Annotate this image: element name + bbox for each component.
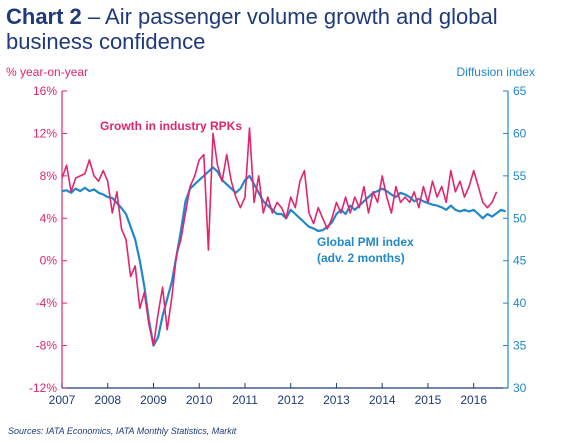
chart-number: Chart 2 xyxy=(6,4,82,29)
rpk-series xyxy=(61,127,498,347)
pmi-line xyxy=(61,166,507,347)
axes: -12% -8% -4% 0% 4% 8% 12% 16% 30 35 40 45 50 55 60 65 20… xyxy=(6,65,535,407)
x-tick-label: 2012 xyxy=(277,393,304,407)
right-tick-label: 30 xyxy=(513,381,527,395)
x-tick-label: 2014 xyxy=(369,393,396,407)
right-tick-label: 60 xyxy=(513,126,527,140)
pmi-series-label: Global PMI index (adv. 2 months) xyxy=(317,235,414,265)
left-axis-title: % year-on-year xyxy=(6,65,88,79)
x-tick-label: 2011 xyxy=(232,393,258,407)
left-tick-label: -4% xyxy=(36,296,58,310)
x-tick-label: 2010 xyxy=(186,393,213,407)
x-tick-label: 2015 xyxy=(415,393,442,407)
source-note: Sources: IATA Economics, IATA Monthly St… xyxy=(8,426,237,436)
rpk-series-label: Growth in industry RPKs xyxy=(100,119,242,133)
right-tick-label: 40 xyxy=(513,296,527,310)
right-tick-label: 55 xyxy=(513,169,527,183)
labels: Growth in industry RPKs Global PMI index (… xyxy=(100,119,414,265)
right-tick-label: 65 xyxy=(513,84,527,98)
rpk-line xyxy=(61,127,498,347)
left-tick-label: 4% xyxy=(40,211,58,225)
pmi-series-label-line: (adv. 2 months) xyxy=(317,251,405,265)
left-tick-label: -8% xyxy=(36,339,58,353)
x-tick-label: 2013 xyxy=(323,393,350,407)
right-tick-label: 45 xyxy=(513,254,527,268)
right-axis-title: Diffusion index xyxy=(457,65,536,79)
left-tick-label: 8% xyxy=(40,169,58,183)
left-tick-label: 16% xyxy=(33,84,57,98)
left-tick-label: 0% xyxy=(40,254,58,268)
chart-title-text: – Air passenger volume growth and global… xyxy=(6,4,498,54)
x-tick-label: 2016 xyxy=(460,393,487,407)
left-tick-label: -12% xyxy=(29,381,57,395)
pmi-series xyxy=(61,166,507,347)
chart-title: Chart 2 – Air passenger volume growth an… xyxy=(6,4,566,54)
pmi-series-label-line: Global PMI index xyxy=(317,235,414,249)
left-tick-label: 12% xyxy=(33,126,57,140)
x-tick-label: 2009 xyxy=(140,393,167,407)
x-tick-label: 2008 xyxy=(94,393,121,407)
right-tick-label: 50 xyxy=(513,211,527,225)
right-tick-label: 35 xyxy=(513,339,527,353)
x-tick-label: 2007 xyxy=(49,393,76,407)
